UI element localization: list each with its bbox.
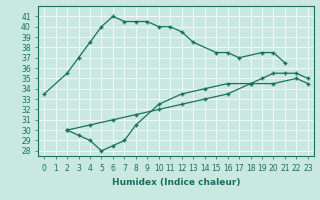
X-axis label: Humidex (Indice chaleur): Humidex (Indice chaleur) bbox=[112, 178, 240, 187]
